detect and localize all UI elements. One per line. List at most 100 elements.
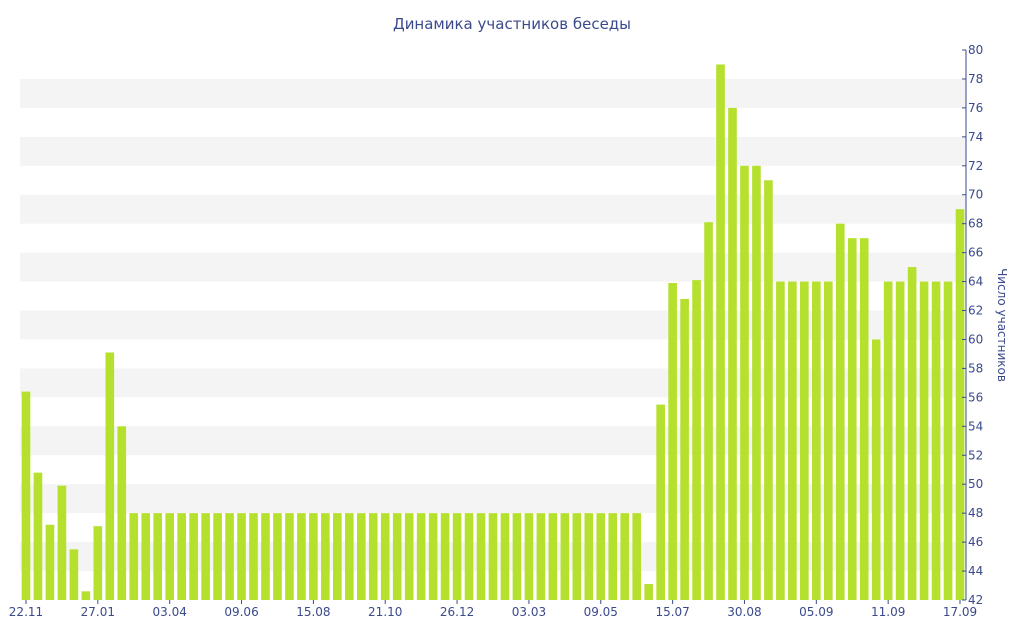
bar <box>368 513 378 600</box>
bar <box>883 281 893 600</box>
x-tick-label: 15.07 <box>655 605 689 619</box>
bar <box>871 339 881 600</box>
y-tick-label: 46 <box>968 535 983 549</box>
x-tick-label: 22.11 <box>9 605 43 619</box>
bar <box>776 281 785 600</box>
chart-title: Динамика участников беседы <box>393 15 631 33</box>
bar <box>249 513 258 600</box>
bar <box>668 283 677 600</box>
bar <box>800 281 809 600</box>
x-tick-label: 09.05 <box>584 605 618 619</box>
bar <box>572 513 582 600</box>
background-band <box>20 194 966 224</box>
bar <box>81 591 91 600</box>
x-tick-label: 11.09 <box>871 605 905 619</box>
bar <box>524 513 534 600</box>
bar <box>632 513 642 600</box>
x-tick-label: 03.03 <box>512 605 546 619</box>
x-tick-label: 30.08 <box>727 605 761 619</box>
bar <box>596 513 606 600</box>
bar <box>309 513 318 600</box>
bar <box>428 513 438 600</box>
bar <box>620 513 630 600</box>
bar <box>213 513 222 600</box>
bar <box>57 485 67 600</box>
bar <box>344 513 354 600</box>
bar <box>955 209 965 601</box>
bar <box>560 513 570 600</box>
bar <box>273 513 282 600</box>
bar <box>788 281 797 600</box>
bar <box>692 280 701 600</box>
bar <box>752 165 761 600</box>
y-tick-label: 42 <box>968 593 983 607</box>
y-tick-label: 68 <box>968 217 983 231</box>
bar <box>165 513 174 600</box>
bar <box>823 281 833 600</box>
bar <box>512 513 522 600</box>
bar <box>740 165 749 600</box>
bar <box>21 391 31 600</box>
bar <box>297 513 306 600</box>
bar <box>33 472 43 600</box>
bar <box>656 404 665 600</box>
bar <box>416 513 426 600</box>
bar <box>45 524 55 600</box>
bar <box>764 180 773 600</box>
bar <box>201 513 210 600</box>
bar <box>380 513 390 600</box>
bar <box>476 513 486 600</box>
y-tick-label: 56 <box>968 390 983 404</box>
y-tick-label: 54 <box>968 419 983 433</box>
bar <box>333 513 342 600</box>
x-tick-label: 26.12 <box>440 605 474 619</box>
bar <box>261 513 270 600</box>
bar <box>404 513 414 600</box>
bar <box>189 513 198 600</box>
bar <box>847 238 857 600</box>
x-tick-label: 17.09 <box>943 605 977 619</box>
y-tick-label: 62 <box>968 304 983 318</box>
bar <box>464 513 474 600</box>
bar <box>69 549 79 600</box>
bar <box>117 426 127 600</box>
bar <box>488 513 498 600</box>
y-tick-label: 50 <box>968 477 983 491</box>
bar <box>93 526 103 600</box>
y-tick-label: 64 <box>968 275 983 289</box>
bar <box>608 513 618 600</box>
bars <box>21 64 965 601</box>
y-tick-label: 76 <box>968 101 983 115</box>
bar <box>644 584 653 600</box>
y-tick-label: 58 <box>968 361 983 375</box>
x-tick-label: 09.06 <box>224 605 258 619</box>
bar <box>321 513 330 600</box>
bar <box>548 513 558 600</box>
bar <box>225 513 234 600</box>
bar <box>907 267 917 600</box>
x-tick-label: 15.08 <box>296 605 330 619</box>
bar <box>153 513 163 600</box>
bar <box>141 513 151 600</box>
y-tick-label: 52 <box>968 448 983 462</box>
x-tick-label: 03.04 <box>153 605 187 619</box>
y-tick-label: 78 <box>968 72 983 86</box>
bar <box>237 513 246 600</box>
background-band <box>20 136 966 166</box>
y-tick-label: 70 <box>968 188 983 202</box>
x-tick-label: 27.01 <box>81 605 115 619</box>
bar <box>584 513 594 600</box>
bar <box>392 513 402 600</box>
x-tick-label: 21.10 <box>368 605 402 619</box>
bar <box>129 513 139 600</box>
bar <box>500 513 510 600</box>
bar <box>440 513 450 600</box>
bar <box>931 281 941 600</box>
bar <box>728 107 737 600</box>
bar <box>812 281 821 600</box>
bar <box>105 352 115 600</box>
x-axis: 22.11 27.01 03.04 09.06 15.08 21.10 26.12 03.03… <box>9 600 977 619</box>
bar <box>835 223 845 600</box>
bar <box>285 513 294 600</box>
